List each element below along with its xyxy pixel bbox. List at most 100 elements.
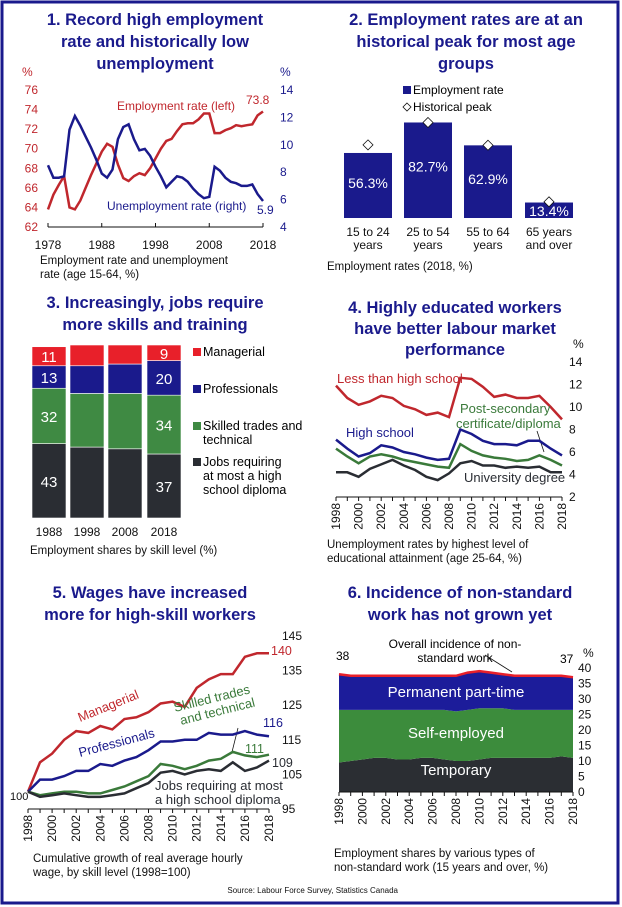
bar-value-label: 62.9%: [468, 171, 508, 187]
panel-1: 1. Record high employment rate and histo…: [22, 11, 294, 281]
y-tick-label: 40: [578, 661, 592, 675]
y-tick-label: 4: [569, 468, 576, 482]
panel-6-caption-line-1: Employment shares by various types of: [334, 848, 536, 860]
x-tick-label: 2008: [442, 503, 456, 530]
bar-segment-skilled-trades-and-techn: [69, 393, 105, 448]
managerial-line: [26, 652, 269, 793]
x-tick-label: 2010: [166, 815, 180, 842]
bar-segment-skilled-trades-and-techn: [31, 387, 67, 444]
area-label: Permanent part-time: [388, 684, 525, 701]
y-tick-label: 145: [282, 629, 302, 643]
panel-5-caption-line-2: wage, by skill level (1998=100): [32, 867, 191, 879]
y-tick-label: 12: [280, 110, 294, 124]
panel-1-left-unit: %: [22, 65, 33, 79]
panel-2-caption: Employment rates (2018, %): [327, 261, 473, 273]
panel-6-caption-line-2: non-standard work (15 years and over, %): [334, 862, 548, 874]
professionals-line: [27, 729, 270, 793]
x-tick-label: 2000: [352, 503, 366, 530]
legend-label: school diploma: [203, 483, 286, 497]
y-tick-label: 72: [25, 122, 39, 136]
university-degree-line: [336, 458, 562, 482]
x-tick-label: 2018: [262, 815, 276, 842]
historical-peak-marker: [362, 139, 374, 151]
panel-6-total-label-line-2: standard work: [417, 651, 493, 665]
legend-label: Jobs requiring: [203, 455, 282, 469]
segment-value-label: 20: [156, 371, 173, 388]
segment-value-label: 13: [41, 370, 58, 387]
bar-employment-rate: [525, 202, 573, 218]
x-tick-label: 2018: [566, 798, 580, 825]
category-label: 65 years: [526, 225, 572, 239]
bar-employment-rate: [344, 152, 392, 218]
panel-1-right-unit: %: [280, 65, 291, 79]
unemployment-rate-right-line: [46, 113, 264, 202]
y-tick-label: 10: [578, 754, 592, 768]
legend-diamond-icon: [402, 102, 412, 112]
bar-employment-rate: [464, 145, 512, 218]
panel-4-title-line-3: performance: [405, 341, 505, 359]
y-tick-label: 95: [282, 802, 296, 816]
y-tick-label: 10: [280, 138, 294, 152]
x-tick-label: 2014: [510, 503, 524, 530]
x-tick-label: 2004: [402, 798, 416, 825]
panel-2-title-line-1: 2. Employment rates are at an: [349, 11, 583, 29]
legend-swatch-jobs-requiring-at-most-a: [193, 458, 201, 466]
x-tick-label: 2000: [355, 798, 369, 825]
x-tick-label: 2012: [190, 815, 204, 842]
x-tick-label: 2006: [426, 798, 440, 825]
bar-segment-jobs-requiring-at-most-a: [146, 453, 182, 519]
panel-3: 3. Increasingly, jobs require more skill…: [30, 294, 302, 557]
panel-6: 6. Incidence of non-standard work has no…: [332, 584, 594, 874]
bar-segment-managerial: [69, 344, 105, 367]
jobs-requiring-at-most-a-high--line: [27, 759, 270, 799]
category-label: years: [473, 238, 502, 252]
legend-swatch-skilled-trades-and-techn: [193, 422, 201, 430]
bar-segment-jobs-requiring-at-most-a: [107, 448, 143, 519]
segment-value-label: 37: [156, 479, 173, 496]
high-school-line: [335, 427, 563, 462]
x-tick-label: 2002: [69, 815, 83, 842]
series-label: University degree: [464, 470, 565, 485]
category-label: years: [413, 238, 442, 252]
bar-segment-professionals: [69, 365, 105, 394]
panel-4-caption-line-1: Unemployment rates by highest level of: [327, 539, 529, 551]
panel-1-employment-end-value: 73.8: [246, 93, 270, 107]
y-tick-label: 12: [569, 378, 583, 392]
y-tick-label: 8: [569, 423, 576, 437]
series-end-value: 116: [263, 716, 283, 730]
series-label: Jobs requiring at most: [155, 778, 283, 793]
x-tick-label: 1978: [35, 238, 62, 252]
x-tick-label: 2006: [419, 503, 433, 530]
y-tick-label: 125: [282, 698, 302, 712]
legend-label: at most a high: [203, 469, 282, 483]
panel-4-caption-line-2: educational attainment (age 25-64, %): [327, 553, 522, 565]
less-than-high-school-line: [335, 376, 563, 421]
year-label: 1998: [74, 525, 101, 539]
series-end-value: 140: [271, 644, 292, 658]
bar-segment-managerial: [107, 344, 143, 365]
panel-1-title-line-1: 1. Record high employment: [47, 11, 264, 29]
bar-value-label: 13.4%: [529, 203, 569, 219]
x-tick-label: 2016: [238, 815, 252, 842]
panel-5: 5. Wages have increased more for high-sk…: [10, 584, 302, 879]
series-label: Post-secondary: [460, 401, 551, 416]
x-tick-label: 1988: [88, 238, 115, 252]
bar-employment-rate: [404, 122, 452, 218]
y-tick-label: 4: [280, 220, 287, 234]
total-pointer: [484, 654, 513, 673]
category-label: 55 to 64: [466, 225, 510, 239]
panel-3-title-line-2: more skills and training: [62, 316, 247, 334]
bar-segment-jobs-requiring-at-most-a: [31, 443, 67, 519]
x-tick-label: 2018: [555, 503, 569, 530]
area-label: Temporary: [421, 762, 492, 779]
panel-4-title-line-1: 4. Highly educated workers: [348, 299, 562, 317]
panel-4-unit: %: [573, 337, 584, 351]
bar-segment-managerial: [146, 344, 182, 361]
y-tick-label: 20: [578, 723, 592, 737]
x-tick-label: 2016: [532, 503, 546, 530]
series-label: a high school diploma: [155, 792, 282, 807]
x-tick-label: 2014: [519, 798, 533, 825]
panel-5-title-line-2: more for high-skill workers: [44, 606, 256, 624]
x-tick-label: 2012: [496, 798, 510, 825]
